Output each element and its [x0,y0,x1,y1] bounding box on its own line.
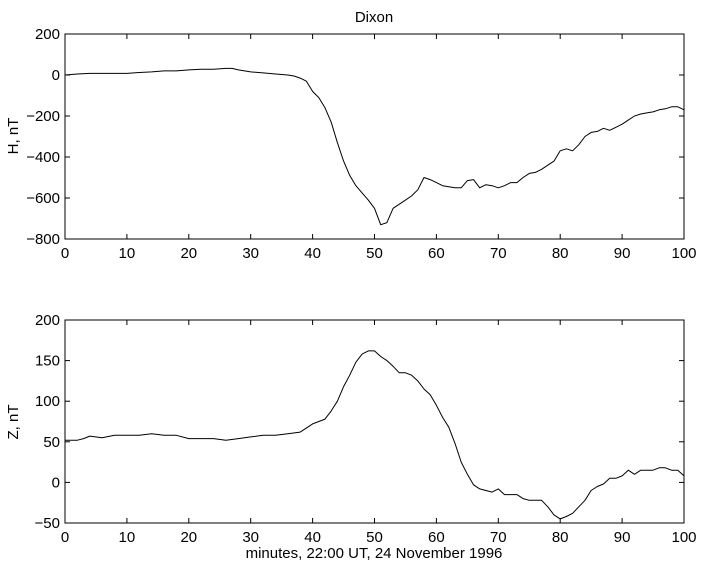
y-tick-label: 150 [35,353,60,370]
h-component-panel: Dixon H, nT 0 10 20 30 40 50 60 70 80 90 100 200 0 −2… [5,9,697,262]
x-tick-label: 70 [490,245,507,262]
y-tick-label: 0 [52,67,60,84]
x-tick-label: 100 [671,245,696,262]
x-tick-label: 30 [242,529,259,546]
x-tick-label: 10 [119,245,136,262]
x-tick-label: 80 [552,529,569,546]
y-axis-label: Z, nT [5,404,22,439]
y-tick-label: −600 [26,190,60,207]
x-tick-label: 20 [180,529,197,546]
x-tick-label: 20 [180,245,197,262]
y-tick-label: 100 [35,393,60,410]
x-tick-label: 50 [366,529,383,546]
y-axis-label: H, nT [5,118,22,155]
x-tick-label: 90 [614,245,631,262]
x-tick-label: 0 [61,245,69,262]
y-tick-label: 200 [35,26,60,43]
y-tick-label: 200 [35,312,60,329]
z-component-panel: Z, nT minutes, 22:00 UT, 24 November 199… [5,312,697,562]
y-tick-label: 0 [52,474,60,491]
x-tick-label: 10 [119,529,136,546]
x-tick-label: 30 [242,245,259,262]
x-tick-label: 0 [61,529,69,546]
x-tick-label: 60 [428,245,445,262]
y-tick-label: −200 [26,108,60,125]
y-tick-label: −400 [26,149,60,166]
y-tick-label: 50 [43,434,60,451]
x-tick-label: 70 [490,529,507,546]
x-tick-label: 80 [552,245,569,262]
y-tick-label: −800 [26,231,60,248]
y-tick-label: −50 [35,515,60,532]
x-tick-label: 50 [366,245,383,262]
x-axis-label: minutes, 22:00 UT, 24 November 1996 [246,545,503,562]
x-tick-label: 60 [428,529,445,546]
x-tick-label: 40 [304,529,321,546]
series-line [65,350,685,520]
chart-title: Dixon [355,9,393,26]
series-line [64,67,685,226]
x-tick-label: 100 [671,529,696,546]
x-tick-label: 90 [614,529,631,546]
x-tick-label: 40 [304,245,321,262]
